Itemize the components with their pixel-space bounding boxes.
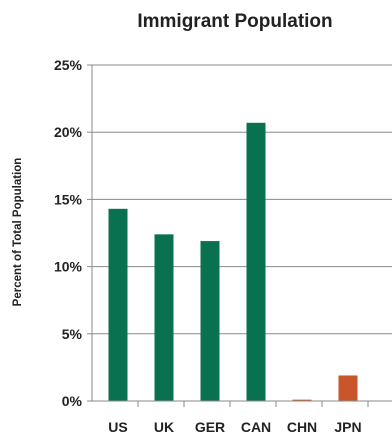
y-tick-label: 25% (54, 57, 83, 73)
bar-us (108, 208, 128, 401)
y-axis-label: Percent of Total Population (12, 158, 24, 307)
x-category-label: US (108, 419, 127, 435)
x-category-label: CHN (287, 419, 317, 435)
x-axis-categories: US UK GER CAN CHN JPN (108, 419, 361, 435)
bar-jpn (338, 375, 358, 401)
bars (108, 122, 358, 402)
bar-chn (292, 399, 312, 401)
bar-can (246, 122, 266, 402)
chart-title: Immigrant Population (137, 11, 332, 32)
y-tick-label: 5% (62, 326, 83, 342)
y-tick-label: 0% (62, 393, 83, 409)
bar-ger (200, 241, 220, 401)
y-tick-label: 20% (54, 124, 83, 140)
x-category-label: CAN (241, 419, 271, 435)
y-tick-label: 10% (54, 259, 83, 275)
x-category-label: UK (154, 419, 174, 435)
x-category-label: JPN (334, 419, 361, 435)
bar-uk (154, 234, 174, 401)
y-axis-ticks: 0% 5% 10% 15% 20% 25% (54, 57, 92, 409)
x-category-label: GER (195, 419, 225, 435)
gridlines (92, 64, 392, 335)
axes (91, 65, 392, 407)
y-tick-label: 15% (54, 191, 83, 207)
